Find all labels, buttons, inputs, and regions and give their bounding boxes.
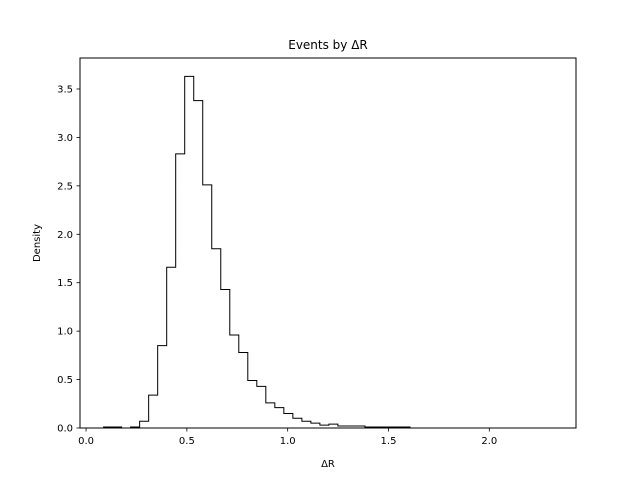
y-tick-label: 1.5 [57,278,73,289]
y-axis-ticks: 0.0 0.5 1.0 1.5 2.0 2.5 3.0 3.5 [57,84,80,435]
y-tick-label: 0.5 [57,375,73,386]
x-axis-ticks: 0.0 0.5 1.0 1.5 2.0 [78,428,497,447]
x-axis-label: ΔR [321,459,335,470]
y-tick-label: 0.0 [57,424,73,435]
x-tick-label: 1.5 [381,436,397,447]
y-tick-label: 3.5 [57,84,73,95]
chart-title: Events by ΔR [288,38,368,52]
y-tick-label: 1.0 [57,327,73,338]
y-tick-label: 3.0 [57,133,73,144]
y-tick-label: 2.0 [57,230,73,241]
x-tick-label: 0.5 [179,436,195,447]
x-tick-label: 2.0 [481,436,497,447]
y-axis-label: Density [32,224,43,262]
y-tick-label: 2.5 [57,181,73,192]
plot-background [80,58,576,428]
x-tick-label: 1.0 [280,436,296,447]
x-tick-label: 0.0 [78,436,94,447]
plot-frame [79,57,577,429]
